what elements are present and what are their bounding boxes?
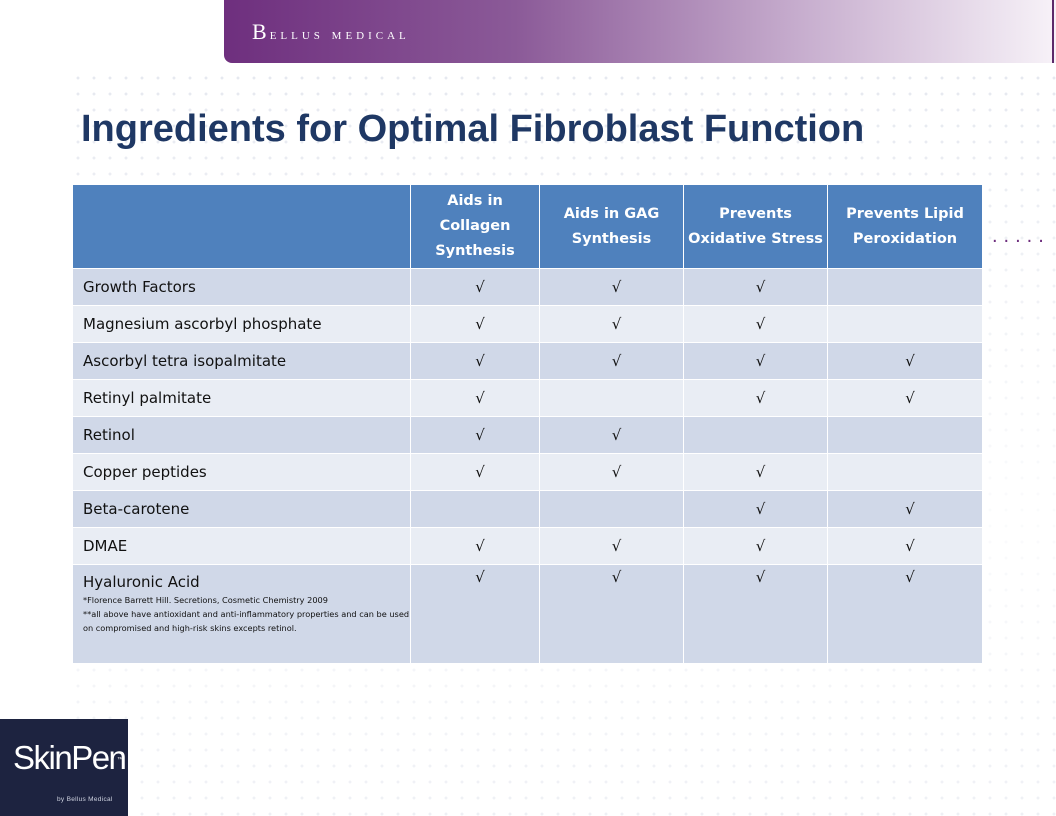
check-oxidative: √ (683, 379, 828, 417)
check-collagen: √ (410, 564, 540, 664)
check-collagen: √ (410, 416, 540, 454)
header-band (224, 0, 1056, 63)
ingredient-name: Hyaluronic Acid (83, 573, 200, 591)
ingredient-cell-with-notes: Hyaluronic Acid *Florence Barrett Hill. … (72, 564, 411, 664)
column-header-ingredient (72, 184, 411, 269)
check-oxidative: √ (683, 527, 828, 565)
table-row: Beta-carotene √ √ (72, 490, 983, 528)
header-right-rule (1052, 0, 1054, 63)
ingredient-name: Copper peptides (72, 453, 411, 491)
check-oxidative: √ (683, 564, 828, 664)
check-gag: √ (539, 305, 684, 343)
ingredient-name: Retinyl palmitate (72, 379, 411, 417)
check-collagen: √ (410, 268, 540, 306)
check-oxidative: √ (683, 453, 828, 491)
check-lipid (827, 453, 983, 491)
footnote-citation: *Florence Barrett Hill. Secretions, Cosm… (83, 595, 328, 605)
footnote-properties: **all above have antioxidant and anti-in… (83, 609, 410, 633)
ingredient-name: Magnesium ascorbyl phosphate (72, 305, 411, 343)
ingredients-table: Aids in Collagen Synthesis Aids in GAG S… (72, 184, 983, 664)
table-row: Retinol √ √ (72, 416, 983, 454)
check-oxidative: √ (683, 342, 828, 380)
check-collagen: √ (410, 305, 540, 343)
ingredient-name: Retinol (72, 416, 411, 454)
slide-title: Ingredients for Optimal Fibroblast Funct… (81, 108, 865, 150)
check-gag: √ (539, 268, 684, 306)
check-gag: √ (539, 416, 684, 454)
table-row: Ascorbyl tetra isopalmitate √ √ √ √ (72, 342, 983, 380)
check-lipid: √ (827, 527, 983, 565)
decorative-dots: ..... (992, 225, 1050, 247)
table-row: DMAE √ √ √ √ (72, 527, 983, 565)
check-oxidative (683, 416, 828, 454)
check-gag (539, 379, 684, 417)
table-row: Growth Factors √ √ √ (72, 268, 983, 306)
check-oxidative: √ (683, 268, 828, 306)
check-lipid: √ (827, 564, 983, 664)
skinpen-logo-subtitle: by Bellus Medical (57, 796, 113, 803)
check-lipid: √ (827, 342, 983, 380)
table-row: Hyaluronic Acid *Florence Barrett Hill. … (72, 564, 983, 664)
check-gag: √ (539, 564, 684, 664)
check-gag: √ (539, 527, 684, 565)
brand-rest: ellus medical (269, 27, 410, 43)
check-gag: √ (539, 342, 684, 380)
skinpen-logo-text: SkinPen (13, 739, 127, 776)
skinpen-logo: SkinPen ™ by Bellus Medical (0, 719, 128, 816)
column-header-lipid: Prevents Lipid Peroxidation (827, 184, 983, 269)
check-lipid (827, 416, 983, 454)
check-collagen: √ (410, 342, 540, 380)
check-collagen: √ (410, 379, 540, 417)
column-header-gag: Aids in GAG Synthesis (539, 184, 684, 269)
trademark-symbol: ™ (117, 757, 123, 763)
brand-initial: B (252, 19, 270, 44)
check-collagen: √ (410, 453, 540, 491)
column-header-collagen: Aids in Collagen Synthesis (410, 184, 540, 269)
check-lipid (827, 305, 983, 343)
check-gag: √ (539, 453, 684, 491)
ingredient-name: DMAE (72, 527, 411, 565)
table-row: Magnesium ascorbyl phosphate √ √ √ (72, 305, 983, 343)
ingredient-name: Ascorbyl tetra isopalmitate (72, 342, 411, 380)
table-header-row: Aids in Collagen Synthesis Aids in GAG S… (72, 184, 983, 269)
check-lipid: √ (827, 379, 983, 417)
table-row: Retinyl palmitate √ √ √ (72, 379, 983, 417)
check-oxidative: √ (683, 305, 828, 343)
ingredient-name: Growth Factors (72, 268, 411, 306)
check-lipid (827, 268, 983, 306)
check-gag (539, 490, 684, 528)
check-lipid: √ (827, 490, 983, 528)
check-collagen: √ (410, 527, 540, 565)
bellus-medical-logo: Bellus medical (252, 19, 410, 45)
column-header-oxidative: Prevents Oxidative Stress (683, 184, 828, 269)
check-oxidative: √ (683, 490, 828, 528)
table-row: Copper peptides √ √ √ (72, 453, 983, 491)
ingredient-name: Beta-carotene (72, 490, 411, 528)
check-collagen (410, 490, 540, 528)
